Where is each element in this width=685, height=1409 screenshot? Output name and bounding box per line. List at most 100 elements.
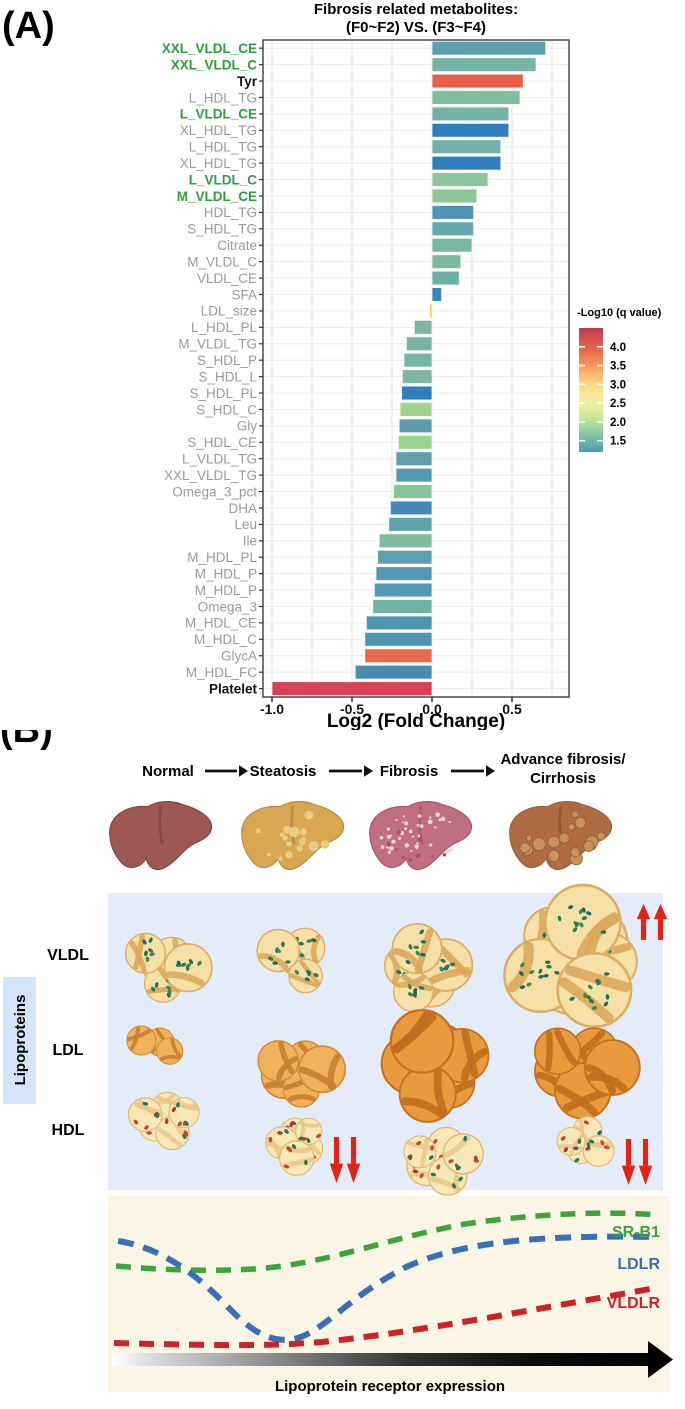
y-axis-label: XL_HDL_TG <box>180 156 257 171</box>
y-axis-label: S_HDL_C <box>196 402 257 417</box>
bar-Tyr <box>431 73 524 89</box>
panel-b-label: (B) <box>0 730 53 751</box>
legend-tick-label: 3.5 <box>610 361 627 373</box>
y-axis-label: M_HDL_C <box>194 632 257 647</box>
liver-steatosis <box>241 801 345 870</box>
y-axis-label: M_HDL_P <box>195 566 257 581</box>
panel-a-label: (A) <box>2 5 55 47</box>
bar-Platelet <box>271 681 433 696</box>
stage-title-steatosis: Steatosis <box>250 763 317 780</box>
bar-HDL_TG <box>431 205 474 220</box>
panel-b-diagram: (B) Normal Steatosis Fibrosis Advance fi… <box>0 730 673 1395</box>
chart-title-line2: (F0~F2) VS. (F3~F4) <box>346 19 486 36</box>
y-axis-label: M_VLDL_C <box>187 254 257 269</box>
expression-gradient-arrow <box>112 1341 673 1378</box>
lipoprotein-clusters <box>124 883 641 1196</box>
hdl-particle-cluster <box>127 1091 200 1151</box>
bar-DHA <box>389 500 433 516</box>
y-axis-label: M_HDL_P <box>195 583 257 598</box>
color-legend: -Log10 (q value) 4.0 3.5 3.0 2.5 2.0 1.5 <box>577 307 662 452</box>
liver-cirrhosis <box>509 801 613 870</box>
bar-series <box>271 40 546 696</box>
y-axis-label: XXL_VLDL_C <box>171 57 258 72</box>
receptor-label-ldlr: LDLR <box>617 1256 660 1273</box>
bar-XXL_VLDL_CE <box>431 40 546 56</box>
y-axis-label: M_HDL_FC <box>186 665 258 680</box>
legend-tick-label: 2.5 <box>610 398 627 410</box>
double-down-arrow-icon <box>329 1137 361 1183</box>
bar-M_HDL_PL <box>377 549 433 565</box>
y-axis-label: Citrate <box>217 238 257 253</box>
y-axis-label: SFA <box>231 287 257 302</box>
bar-L_HDL_TG <box>431 90 521 105</box>
bar-GlycA <box>364 648 433 664</box>
y-axis-label: S_HDL_CE <box>187 435 257 450</box>
row-label-vldl: VLDL <box>47 947 89 964</box>
liver-normal <box>109 801 213 870</box>
y-axis-label: DHA <box>228 501 257 516</box>
legend-tick-label: 3.0 <box>610 379 626 391</box>
vldl-particle-cluster <box>383 923 474 1013</box>
bar-Omega_3_pct <box>393 484 433 499</box>
bar-M_HDL_C <box>364 632 433 647</box>
bar-SFA <box>431 287 443 302</box>
y-axis-label: M_VLDL_TG <box>178 337 257 352</box>
stage-title-fibrosis: Fibrosis <box>380 763 438 780</box>
bar-L_HDL_TG <box>431 139 502 155</box>
y-axis-label: L_VLDL_CE <box>180 107 257 122</box>
sidebar-label: Lipoproteins <box>12 995 29 1086</box>
bar-XXL_VLDL_TG <box>395 467 433 483</box>
bar-LDL_size <box>429 303 433 319</box>
y-axis-label: Ile <box>243 534 257 549</box>
bar-M_VLDL_TG <box>405 336 433 352</box>
y-axis-label: LDL_size <box>201 304 257 319</box>
y-axis-label: S_HDL_TG <box>187 222 257 237</box>
row-label-ldl: LDL <box>52 1042 83 1059</box>
y-axis-label: XXL_VLDL_CE <box>162 41 257 56</box>
bar-L_VLDL_TG <box>395 451 433 466</box>
bar-M_HDL_FC <box>354 664 433 680</box>
legend-gradient-bar <box>579 328 603 452</box>
ldl-particle-cluster <box>257 1040 346 1108</box>
y-axis-label: L_HDL_TG <box>189 140 257 155</box>
stage-title-normal: Normal <box>142 763 194 780</box>
bar-XXL_VLDL_C <box>431 57 537 72</box>
bar-M_VLDL_C <box>431 254 462 269</box>
double-up-arrow-icon <box>636 904 668 940</box>
y-axis-label: M_VLDL_CE <box>177 189 257 204</box>
receptor-label-vldlr: VLDLR <box>607 1295 661 1312</box>
y-axis-label: Tyr <box>237 74 258 89</box>
bar-L_VLDL_CE <box>431 106 510 122</box>
y-axis-label: XL_HDL_TG <box>180 123 257 138</box>
x-axis-tick-label: 0.0 <box>422 701 442 717</box>
y-axis-label: Omega_3_pct <box>172 484 257 499</box>
x-axis-tick-label: -0.5 <box>340 701 364 717</box>
bar-M_HDL_P <box>375 566 433 581</box>
y-axis-label: Omega_3 <box>198 599 257 614</box>
lipoproteins-sidebar <box>3 977 36 1104</box>
y-axis-label: L_VLDL_TG <box>182 452 257 467</box>
vldl-particle-cluster <box>124 932 213 1003</box>
y-axis-label: S_HDL_PL <box>189 386 257 401</box>
ldl-particle-cluster <box>534 1027 641 1120</box>
x-axis-tick-label: 0.5 <box>502 701 522 717</box>
stage-title-advanced-line1: Advance fibrosis/ <box>500 751 626 768</box>
legend-tick-label: 4.0 <box>610 342 626 354</box>
vldl-particle-cluster <box>256 927 326 994</box>
hdl-particle-cluster <box>556 1116 615 1167</box>
x-axis-ticks: -1.0 -0.5 0.0 0.5 <box>260 697 522 717</box>
bar-S_HDL_C <box>399 402 433 417</box>
liver-illustrations <box>109 801 613 870</box>
y-axis-label: S_HDL_L <box>198 369 257 384</box>
bar-S_HDL_PL <box>401 385 433 401</box>
y-axis-label: VLDL_CE <box>197 271 257 286</box>
y-axis-label: XXL_VLDL_TG <box>164 468 257 483</box>
y-axis-label: GlycA <box>221 649 257 664</box>
legend-tick-label: 1.5 <box>610 436 627 448</box>
bar-XL_HDL_TG <box>431 155 502 171</box>
ldl-particle-cluster <box>126 1025 184 1065</box>
ldl-particle-cluster <box>380 1009 490 1123</box>
progression-arrow-icons <box>205 765 495 777</box>
